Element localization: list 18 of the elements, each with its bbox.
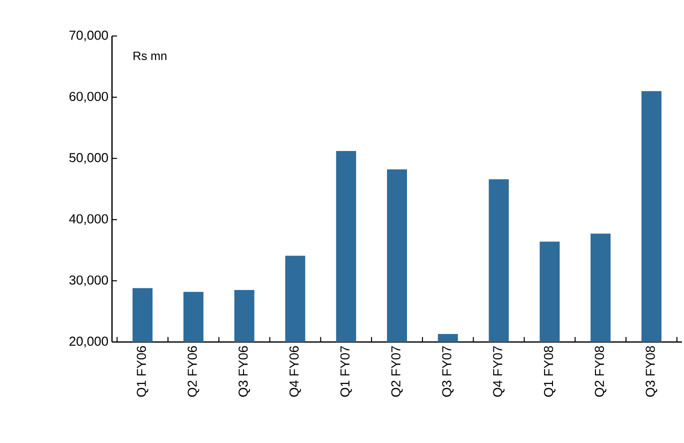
x-tick-label: Q1 FY08 (544, 346, 556, 397)
y-tick-label: 40,000 (69, 214, 108, 225)
x-tick-label: Q4 FY07 (493, 346, 505, 397)
x-tick-label: Q3 FY07 (442, 346, 454, 397)
x-tick-label: Q2 FY08 (594, 346, 606, 397)
y-tick-label: 70,000 (70, 30, 108, 42)
x-tick-label: Q2 FY06 (188, 346, 200, 397)
x-tick-label: Q1 FY06 (136, 346, 148, 397)
y-tick-label: 30,000 (69, 275, 108, 286)
x-tick-label: Q4 FY06 (289, 346, 301, 397)
x-tick-label: Q1 FY07 (340, 346, 352, 397)
x-tick-label: Q3 FY08 (646, 346, 658, 397)
y-tick-label: 20,000 (70, 336, 108, 348)
y-axis-title: Rs mn (134, 52, 166, 60)
y-tick-label: 50,000 (69, 153, 108, 164)
x-tick-label: Q3 FY06 (238, 346, 250, 397)
x-tick-label: Q2 FY07 (391, 346, 403, 397)
y-tick-label: 60,000 (70, 92, 108, 103)
